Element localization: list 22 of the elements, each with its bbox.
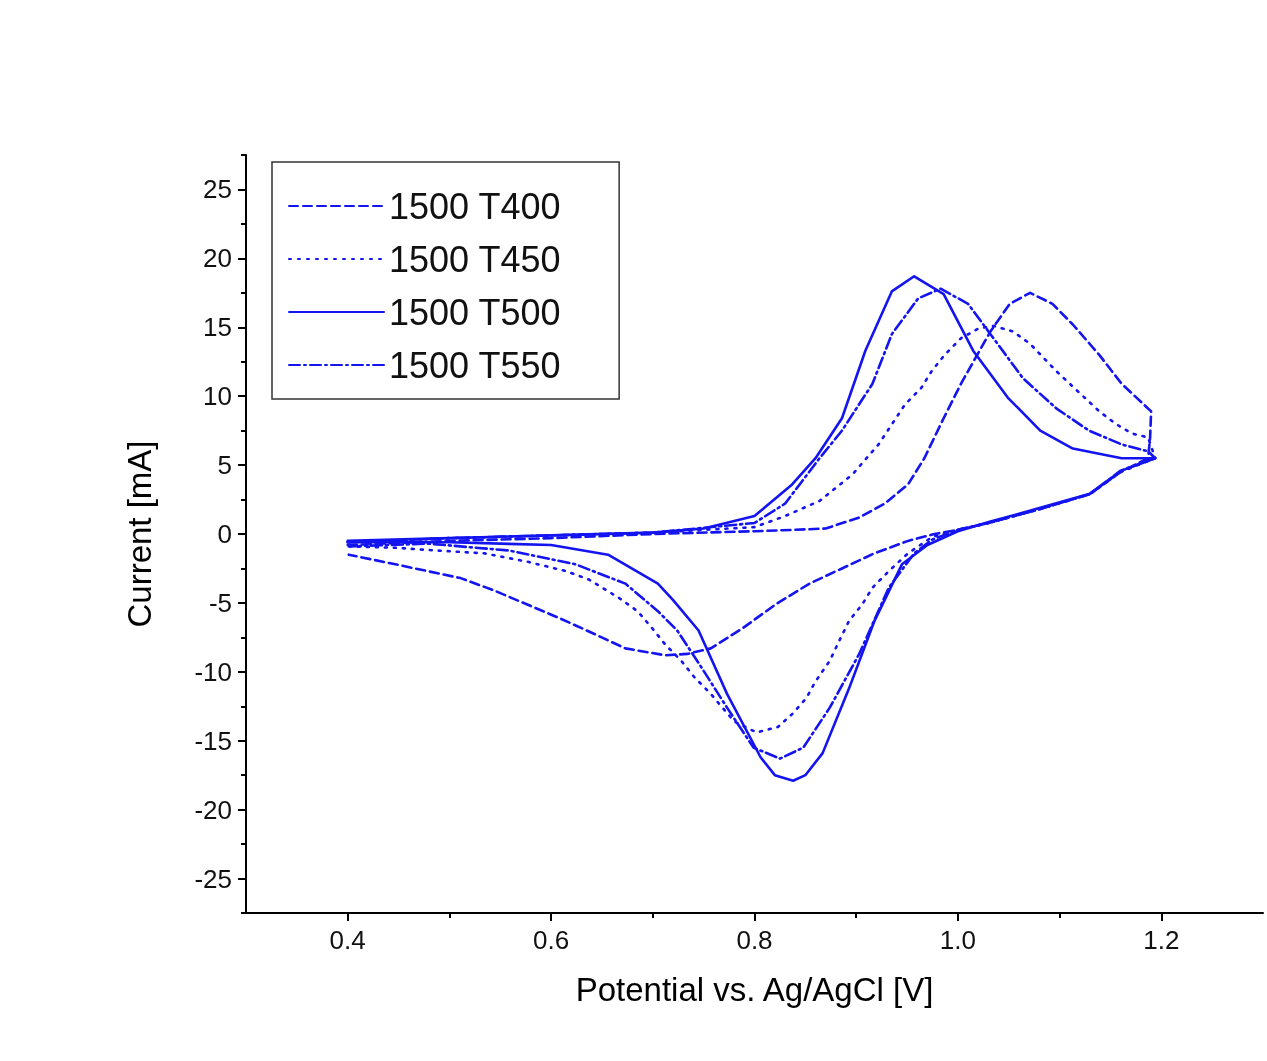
y-tick-label: 25 xyxy=(203,174,232,205)
y-tick-label: -25 xyxy=(194,863,232,894)
x-axis-title: Potential vs. Ag/AgCl [V] xyxy=(575,971,934,1008)
x-tick-label: 0.6 xyxy=(533,925,570,955)
y-tick-label: 0 xyxy=(217,519,232,549)
y-tick-label: 5 xyxy=(217,450,232,481)
x-tick-label: 0.4 xyxy=(329,925,366,955)
legend-label: 1500 T550 xyxy=(389,344,561,386)
y-tick-label: -15 xyxy=(194,725,232,756)
legend-label: 1500 T400 xyxy=(389,185,561,227)
x-tick-label: 0.8 xyxy=(736,925,773,955)
x-tick-label: 1.0 xyxy=(939,925,976,955)
legend-label: 1500 T450 xyxy=(389,238,561,280)
y-tick-label: -10 xyxy=(194,656,232,687)
y-axis-title: Current [mA] xyxy=(121,440,158,628)
y-tick-label: -5 xyxy=(208,587,232,618)
y-tick-label: -20 xyxy=(194,794,232,825)
x-tick-label: 1.2 xyxy=(1143,925,1180,955)
y-tick-label: 10 xyxy=(203,381,232,412)
legend-label: 1500 T500 xyxy=(389,291,561,333)
y-tick-label: 15 xyxy=(203,312,232,343)
y-tick-label: 20 xyxy=(203,243,232,274)
